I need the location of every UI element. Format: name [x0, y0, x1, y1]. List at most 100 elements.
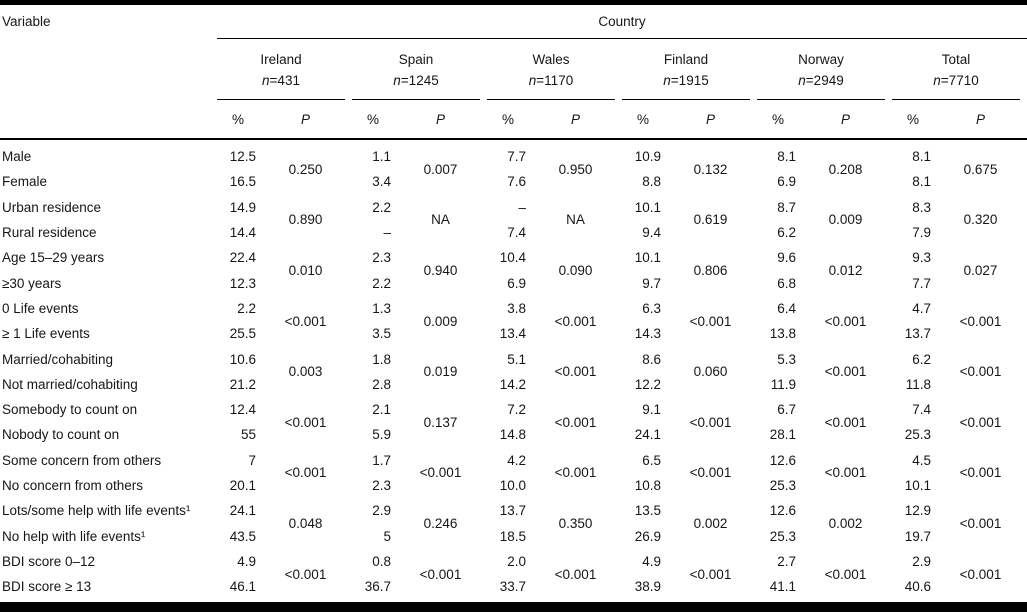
pct-value: 5	[383, 528, 391, 544]
pct-value: 9.7	[642, 275, 661, 291]
p-value: <0.001	[959, 364, 1002, 380]
p-value: NA	[431, 212, 450, 228]
pct-cell: 2.2 25.5	[217, 296, 259, 347]
pct-value: 8.6	[642, 351, 661, 367]
pct-value: 10.9	[634, 149, 661, 165]
pct-value: 40.6	[904, 579, 931, 595]
row-label: BDI score 0–12	[2, 553, 96, 569]
pct-cell: 4.9 38.9	[622, 549, 664, 600]
pct-value: 6.4	[777, 300, 796, 316]
p-value: <0.001	[689, 313, 732, 329]
pct-value: 7.9	[912, 225, 931, 241]
n-symbol: n	[798, 73, 806, 88]
country-span-header: Country	[217, 5, 1027, 39]
country-name: Wales	[532, 52, 570, 67]
pct-cell: 12.9 19.7	[892, 498, 934, 549]
pct-value: 16.5	[229, 174, 256, 190]
pct-cell: 2.9 40.6	[892, 549, 934, 600]
pct-cell: 10.9 8.8	[622, 144, 664, 195]
row-label-cell: Some concern from others No concern from …	[0, 448, 217, 499]
p-cell: 0.007	[394, 144, 487, 195]
pct-value: 9.6	[777, 250, 796, 266]
p-value: <0.001	[959, 515, 1002, 531]
pct-value: 6.5	[642, 452, 661, 468]
pct-value: 2.2	[237, 300, 256, 316]
pct-value: 2.0	[507, 553, 526, 569]
p-cell: NA	[394, 195, 487, 246]
pct-value: 1.3	[372, 300, 391, 316]
p-value: 0.675	[963, 161, 998, 177]
pct-cell: 5.3 11.9	[757, 346, 799, 397]
p-cell: 0.806	[664, 245, 757, 296]
pct-value: 5.1	[507, 351, 526, 367]
pct-value: 9.4	[642, 225, 661, 241]
pct-cell: 0.8 36.7	[352, 549, 394, 600]
pct-cell: 3.8 13.4	[487, 296, 529, 347]
pct-cell: 4.9 46.1	[217, 549, 259, 600]
p-cell: 0.132	[664, 144, 757, 195]
country-name: Finland	[663, 52, 709, 67]
header-body-divider-rule	[0, 138, 1027, 140]
p-cell: 0.320	[934, 195, 1027, 246]
p-cell: <0.001	[259, 296, 352, 347]
p-value: 0.002	[828, 515, 863, 531]
p-cell: <0.001	[259, 397, 352, 448]
pct-value: 7.7	[507, 149, 526, 165]
row-label: ≥ 1 Life events	[2, 326, 90, 342]
p-cell: <0.001	[529, 346, 622, 397]
pct-value: 8.1	[912, 174, 931, 190]
pct-col-header: %	[906, 111, 919, 127]
p-cell: <0.001	[934, 498, 1027, 549]
p-col-header: P	[840, 111, 850, 127]
p-cell: 0.890	[259, 195, 352, 246]
pct-value: 5.9	[372, 427, 391, 443]
pct-value: 8.1	[912, 149, 931, 165]
pct-cell: 10.6 21.2	[217, 346, 259, 397]
row-label: Rural residence	[2, 225, 97, 241]
country-name: Spain	[398, 52, 434, 67]
pct-cell: 6.2 11.8	[892, 346, 934, 397]
p-cell: <0.001	[664, 448, 757, 499]
p-value: <0.001	[554, 566, 597, 582]
pct-value: 0.8	[372, 553, 391, 569]
p-value: <0.001	[959, 414, 1002, 430]
p-cell: 0.940	[394, 245, 487, 296]
pct-value: 8.8	[642, 174, 661, 190]
p-value: <0.001	[554, 364, 597, 380]
pct-value: 18.5	[499, 528, 526, 544]
country-sample-size: n=1245	[352, 70, 480, 91]
p-cell: 0.010	[259, 245, 352, 296]
pct-value: 12.4	[229, 402, 256, 418]
pct-value: 8.7	[777, 199, 796, 215]
p-value: <0.001	[554, 414, 597, 430]
table-body: Male Female 12.5 16.5 0.250 1.1 3.4 0.007 7.7 7.6…	[0, 140, 1027, 599]
pct-cell: 7.2 14.8	[487, 397, 529, 448]
pct-cell: 10.1 9.7	[622, 245, 664, 296]
p-value: <0.001	[959, 566, 1002, 582]
pct-col-header: %	[366, 111, 379, 127]
p-cell: <0.001	[259, 549, 352, 600]
pct-value: 6.9	[777, 174, 796, 190]
pct-value: 20.1	[229, 478, 256, 493]
row-label: Age 15–29 years	[2, 250, 105, 266]
country-name: Total	[941, 52, 971, 67]
pct-value: 46.1	[229, 579, 256, 595]
pct-cell: 1.8 2.8	[352, 346, 394, 397]
pct-cell: 12.5 16.5	[217, 144, 259, 195]
pct-value: –	[383, 225, 391, 241]
p-col-header: P	[300, 111, 310, 127]
pct-value: 4.9	[237, 553, 256, 569]
p-cell: <0.001	[529, 448, 622, 499]
country-group-header: Total n=7710	[892, 39, 1020, 100]
pct-cell: 4.7 13.7	[892, 296, 934, 347]
pct-value: 2.1	[372, 402, 391, 418]
p-cell: 0.250	[259, 144, 352, 195]
p-cell: NA	[529, 195, 622, 246]
pct-value: 13.5	[634, 503, 661, 519]
p-col-header: P	[435, 111, 445, 127]
pct-cell: 8.1 6.9	[757, 144, 799, 195]
p-value: <0.001	[554, 465, 597, 481]
pct-value: 2.3	[372, 478, 391, 493]
p-value: 0.250	[288, 161, 323, 177]
row-label: No help with life events¹	[2, 528, 146, 544]
